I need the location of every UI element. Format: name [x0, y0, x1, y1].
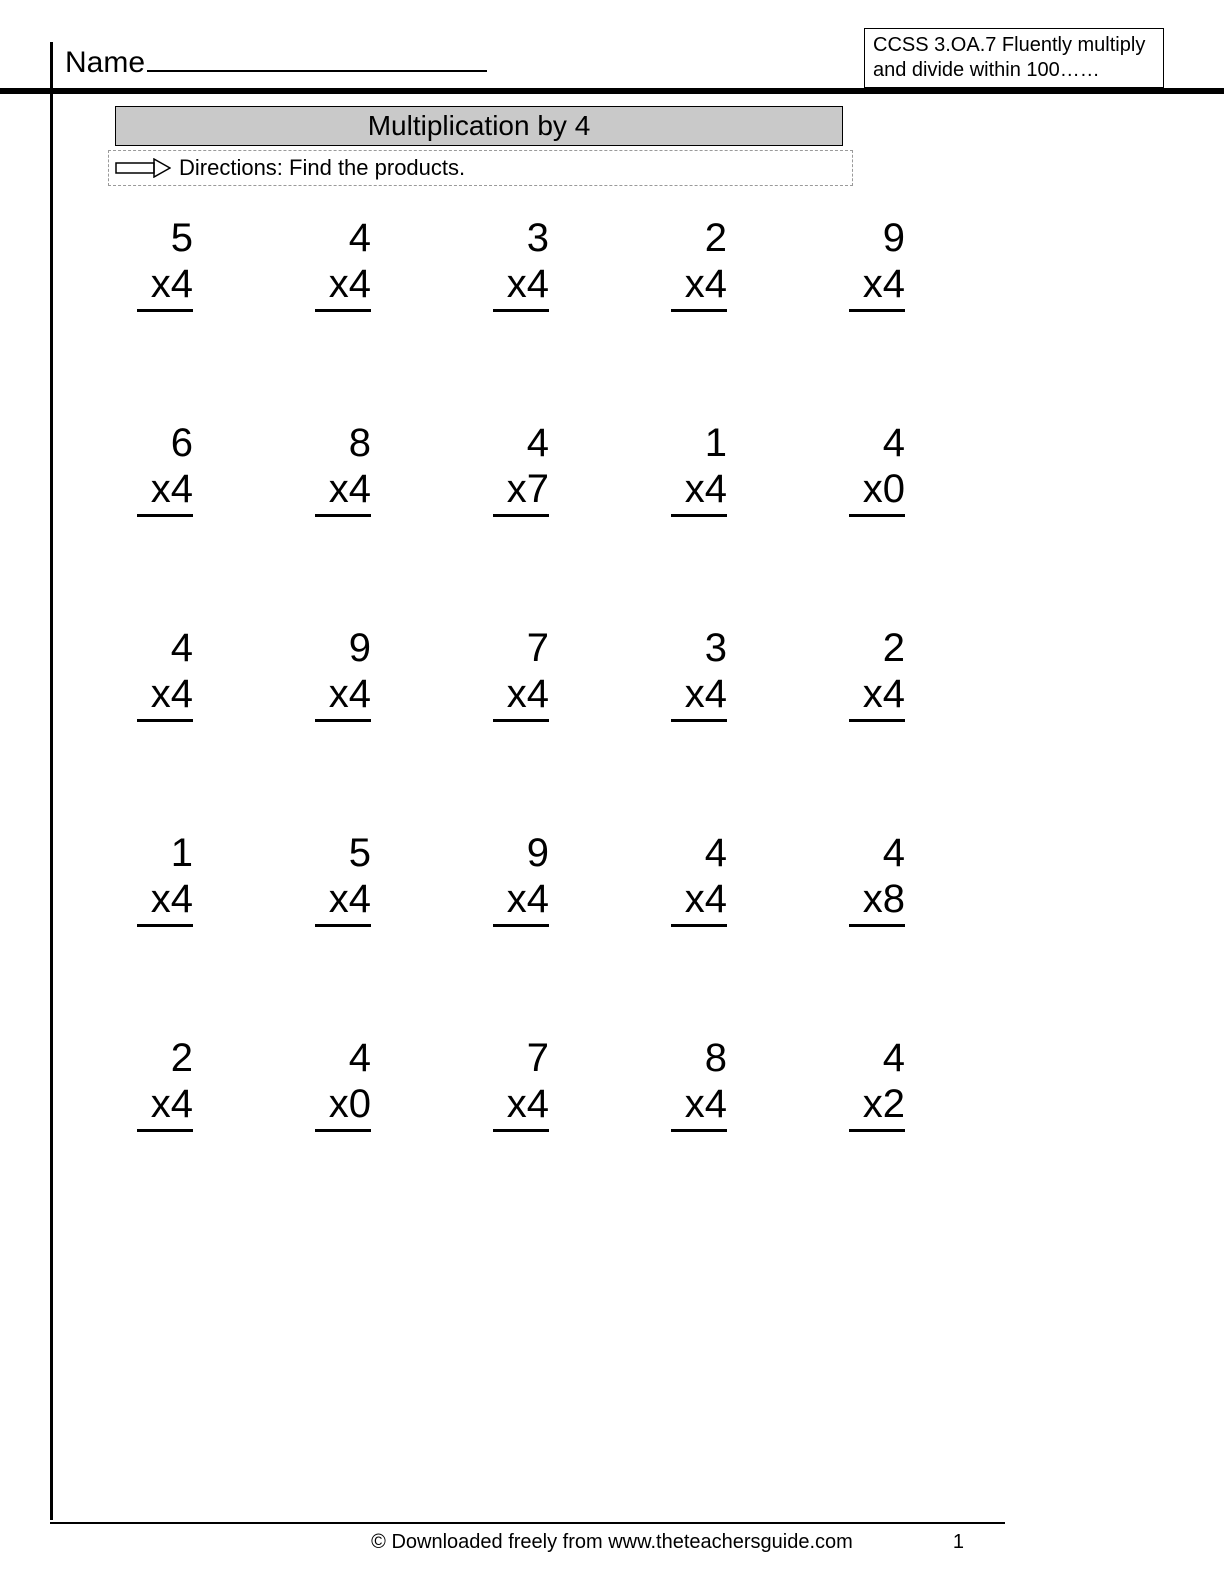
problem: 4x4: [629, 830, 807, 927]
page-number: 1: [953, 1531, 964, 1554]
multiplicand: 1: [95, 830, 193, 876]
header-rule: [0, 88, 1224, 94]
name-blank-line[interactable]: [147, 70, 487, 72]
problem: 5x4: [273, 830, 451, 927]
multiplier: x4: [493, 671, 549, 722]
problem: 1x4: [629, 420, 807, 517]
problem: 9x4: [273, 625, 451, 722]
multiplicand: 3: [451, 215, 549, 261]
multiplier: x4: [315, 466, 371, 517]
multiplier: x4: [137, 1081, 193, 1132]
problem: 6x4: [95, 420, 273, 517]
problem: 9x4: [807, 215, 985, 312]
problem: 4x2: [807, 1035, 985, 1132]
multiplicand: 4: [629, 830, 727, 876]
multiplicand: 4: [807, 1035, 905, 1081]
problem: 4x4: [95, 625, 273, 722]
multiplier: x4: [671, 261, 727, 312]
multiplicand: 4: [273, 1035, 371, 1081]
multiplier: x4: [671, 876, 727, 927]
problem: 1x4: [95, 830, 273, 927]
multiplier: x4: [671, 1081, 727, 1132]
standard-text: CCSS 3.OA.7 Fluently multiply and divide…: [873, 34, 1145, 81]
multiplicand: 7: [451, 625, 549, 671]
multiplicand: 2: [629, 215, 727, 261]
multiplier: x4: [671, 466, 727, 517]
multiplicand: 4: [807, 420, 905, 466]
problem: 8x4: [273, 420, 451, 517]
multiplier: x4: [315, 876, 371, 927]
footer-rule: [50, 1522, 1005, 1524]
multiplier: x4: [849, 261, 905, 312]
multiplier: x0: [315, 1081, 371, 1132]
problem: 7x4: [451, 625, 629, 722]
problem: 7x4: [451, 1035, 629, 1132]
multiplier: x4: [493, 876, 549, 927]
multiplier: x4: [849, 671, 905, 722]
multiplicand: 4: [273, 215, 371, 261]
arrow-right-icon: [115, 158, 171, 178]
multiplicand: 2: [95, 1035, 193, 1081]
name-field: Name: [65, 46, 487, 80]
multiplier: x4: [137, 466, 193, 517]
worksheet-title: Multiplication by 4: [368, 110, 591, 141]
problem: 3x4: [451, 215, 629, 312]
multiplier: x4: [671, 671, 727, 722]
directions-text: Directions: Find the products.: [179, 155, 465, 181]
multiplicand: 9: [807, 215, 905, 261]
multiplicand: 8: [273, 420, 371, 466]
worksheet-title-box: Multiplication by 4: [115, 106, 843, 146]
name-label: Name: [65, 46, 145, 79]
problem: 4x0: [807, 420, 985, 517]
multiplier: x4: [137, 876, 193, 927]
multiplicand: 5: [273, 830, 371, 876]
problem: 4x0: [273, 1035, 451, 1132]
standard-box: CCSS 3.OA.7 Fluently multiply and divide…: [864, 28, 1164, 88]
footer-text: © Downloaded freely from www.theteachers…: [0, 1531, 1224, 1554]
problem: 3x4: [629, 625, 807, 722]
multiplier: x7: [493, 466, 549, 517]
problems-grid: 5x44x43x42x49x46x48x44x71x44x04x49x47x43…: [95, 215, 985, 1132]
multiplicand: 6: [95, 420, 193, 466]
problem: 8x4: [629, 1035, 807, 1132]
multiplicand: 4: [451, 420, 549, 466]
multiplicand: 4: [807, 830, 905, 876]
multiplier: x2: [849, 1081, 905, 1132]
problem: 5x4: [95, 215, 273, 312]
vertical-margin-rule: [50, 42, 53, 1520]
multiplier: x4: [137, 261, 193, 312]
multiplier: x4: [315, 671, 371, 722]
multiplicand: 9: [451, 830, 549, 876]
multiplier: x4: [137, 671, 193, 722]
problem: 2x4: [95, 1035, 273, 1132]
multiplicand: 1: [629, 420, 727, 466]
multiplicand: 8: [629, 1035, 727, 1081]
multiplicand: 9: [273, 625, 371, 671]
problem: 4x8: [807, 830, 985, 927]
multiplier: x0: [849, 466, 905, 517]
multiplier: x4: [493, 1081, 549, 1132]
problem: 2x4: [807, 625, 985, 722]
multiplier: x4: [493, 261, 549, 312]
multiplicand: 5: [95, 215, 193, 261]
problem: 2x4: [629, 215, 807, 312]
problem: 4x7: [451, 420, 629, 517]
multiplier: x4: [315, 261, 371, 312]
multiplicand: 4: [95, 625, 193, 671]
multiplier: x8: [849, 876, 905, 927]
problem: 9x4: [451, 830, 629, 927]
problem: 4x4: [273, 215, 451, 312]
multiplicand: 2: [807, 625, 905, 671]
multiplicand: 7: [451, 1035, 549, 1081]
directions-box: Directions: Find the products.: [108, 150, 853, 186]
multiplicand: 3: [629, 625, 727, 671]
